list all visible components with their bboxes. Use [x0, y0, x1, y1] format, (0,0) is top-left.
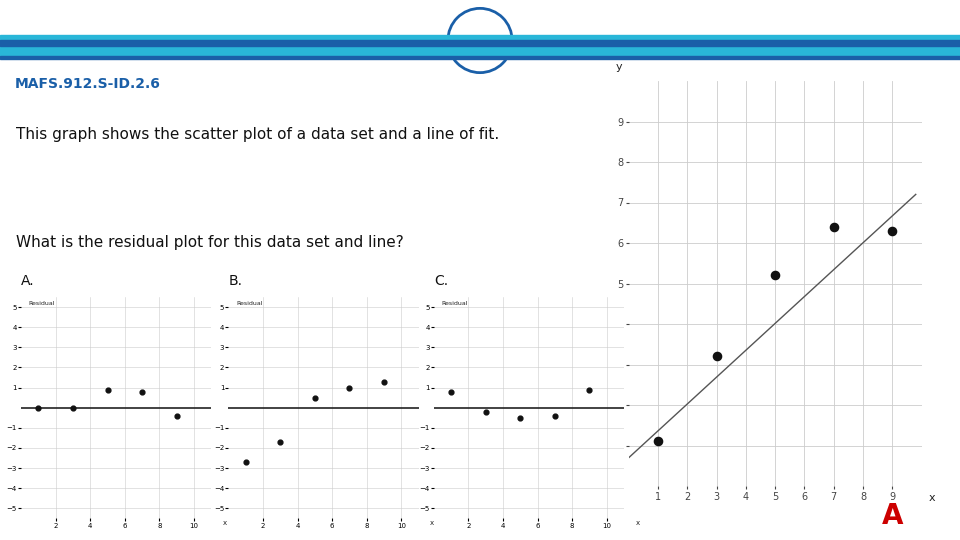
Point: [884, 227, 900, 235]
Text: x: x: [430, 520, 434, 526]
Point: [342, 383, 357, 392]
Point: [768, 271, 783, 280]
Point: [582, 385, 597, 394]
Point: [307, 393, 323, 402]
Point: [708, 352, 724, 361]
Text: Residual: Residual: [442, 301, 468, 306]
Point: [651, 437, 666, 446]
Text: A.: A.: [21, 274, 35, 288]
Text: x: x: [928, 493, 935, 503]
Text: x: x: [636, 520, 639, 526]
Text: C.: C.: [434, 274, 448, 288]
Text: Algebra 1: Algebra 1: [455, 36, 505, 45]
Text: Residual: Residual: [29, 301, 56, 306]
Text: B.: B.: [228, 274, 243, 288]
Point: [65, 403, 81, 412]
Point: [513, 414, 528, 422]
Circle shape: [448, 8, 512, 72]
Text: x: x: [223, 520, 227, 526]
Point: [169, 411, 184, 420]
Point: [238, 458, 253, 467]
Text: This graph shows the scatter plot of a data set and a line of fit.: This graph shows the scatter plot of a d…: [15, 127, 499, 143]
Point: [376, 377, 392, 386]
Point: [444, 387, 459, 396]
Point: [273, 437, 288, 446]
Text: y: y: [615, 62, 622, 72]
Text: What is the residual plot for this data set and line?: What is the residual plot for this data …: [15, 235, 403, 251]
Text: A: A: [882, 502, 903, 530]
Point: [134, 387, 150, 396]
Point: [478, 407, 493, 416]
Point: [547, 411, 563, 420]
Point: [100, 385, 115, 394]
Text: Residual: Residual: [236, 301, 263, 306]
Point: [31, 403, 46, 412]
Text: MAFS.912.S-ID.2.6: MAFS.912.S-ID.2.6: [14, 77, 160, 91]
Point: [826, 222, 841, 231]
